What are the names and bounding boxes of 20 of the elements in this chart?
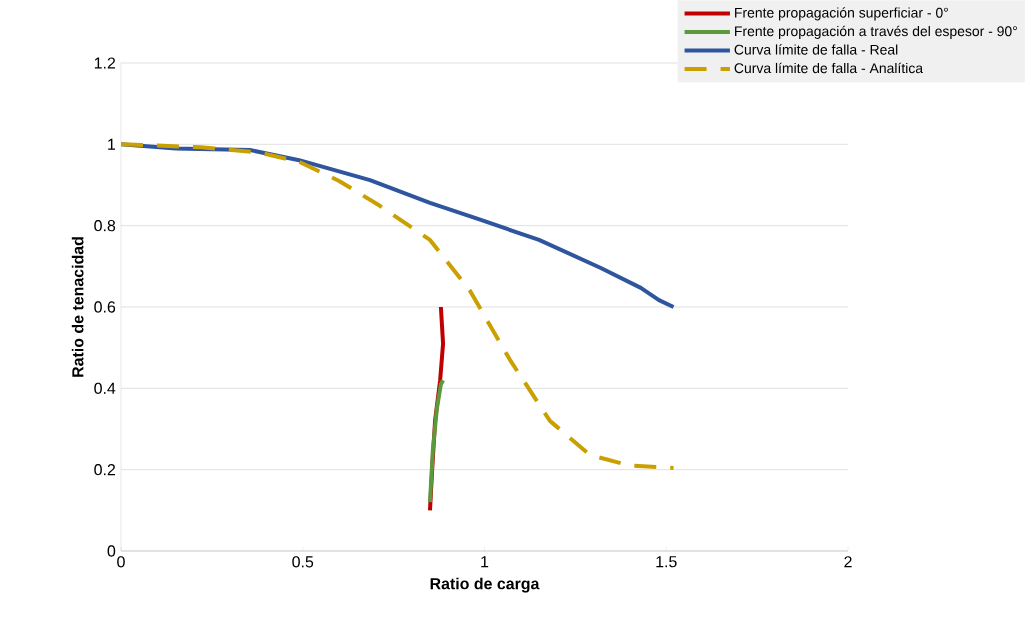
legend-label: Frente propagación superficiar - 0° — [735, 7, 948, 21]
x-tick-label: 0.5 — [292, 556, 314, 568]
y-tick-label: 0.6 — [94, 301, 116, 313]
line-series — [121, 142, 676, 471]
y-tick-label: 0.8 — [94, 220, 116, 232]
x-tick-label: 1.5 — [656, 556, 677, 568]
legend-label: Curva límite de falla - Real — [734, 44, 898, 55]
y-axis-title: Ratio de tenacidad — [71, 237, 84, 377]
legend-label: Curva límite de falla - Analítica — [734, 62, 924, 74]
y-tick-label: 1 — [108, 138, 116, 150]
x-tick-label: 2 — [844, 556, 852, 568]
y-tick-label: 0 — [107, 545, 116, 557]
line-series — [427, 378, 446, 505]
x-tick-label: 1 — [481, 556, 489, 568]
y-tick-label: 0.2 — [94, 464, 116, 476]
x-axis-title: Ratio de carga — [430, 577, 540, 593]
y-tick-label: 0.4 — [94, 382, 116, 394]
y-tick-label: 1.2 — [94, 57, 116, 69]
x-tick-label: 0 — [117, 556, 125, 568]
legend-label: Frente propagación a través del espesor - 90° — [735, 25, 1017, 39]
